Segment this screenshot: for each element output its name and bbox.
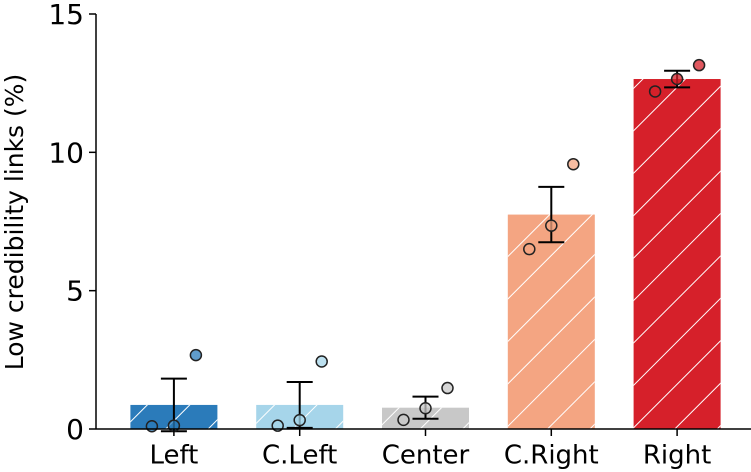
bar-hatch (633, 79, 721, 430)
x-tick-label: Left (149, 441, 198, 471)
y-tick-label: 15 (48, 0, 84, 31)
data-point (545, 219, 558, 232)
data-point (145, 419, 159, 433)
x-tick-label: C.Right (504, 441, 599, 471)
data-point (419, 402, 432, 415)
data-point (692, 58, 706, 72)
data-point (648, 85, 662, 98)
data-point (670, 72, 684, 86)
data-point (441, 381, 454, 395)
x-tick-label: Right (643, 441, 711, 471)
x-tick-label: Center (382, 441, 470, 471)
y-tick-label: 10 (48, 136, 84, 169)
data-point (293, 413, 306, 427)
data-point (315, 355, 328, 368)
y-axis-label: Low credibility links (%) (0, 74, 29, 371)
x-tick-label: C.Left (262, 441, 337, 471)
data-point (189, 348, 203, 362)
y-tick-label: 5 (66, 275, 84, 308)
data-point (397, 413, 410, 427)
bar-hatch (507, 214, 595, 429)
data-point (523, 242, 536, 256)
y-tick-label: 0 (66, 413, 84, 446)
data-point (567, 157, 580, 171)
